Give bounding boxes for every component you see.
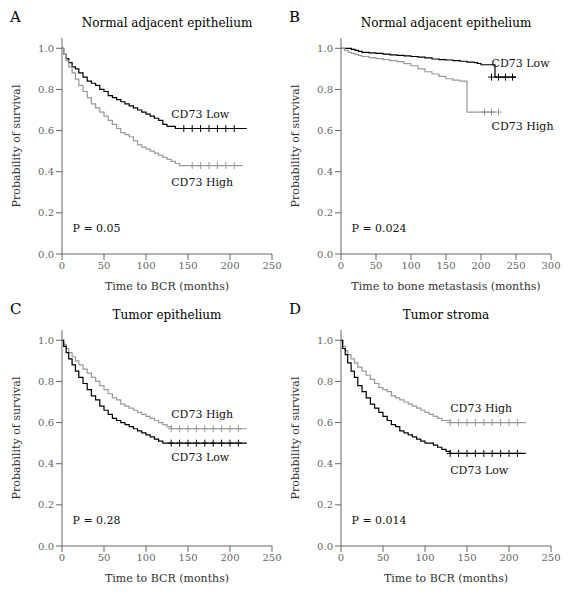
- svg-text:0.6: 0.6: [317, 125, 333, 136]
- svg-text:0: 0: [338, 552, 344, 563]
- svg-text:150: 150: [457, 552, 476, 563]
- svg-text:100: 100: [136, 552, 155, 563]
- svg-text:250: 250: [506, 260, 525, 271]
- svg-text:Time to BCR (months): Time to BCR (months): [105, 572, 229, 585]
- svg-text:Probability of survival: Probability of survival: [289, 84, 302, 207]
- html-text:Normal adjacent epithelium: Normal adjacent epithelium: [81, 16, 253, 30]
- svg-text:Probability of survival: Probability of survival: [289, 376, 302, 499]
- svg-text:CD73 Low: CD73 Low: [171, 108, 230, 121]
- svg-text:50: 50: [98, 260, 111, 271]
- svg-text:CD73 Low: CD73 Low: [171, 451, 230, 464]
- svg-text:200: 200: [499, 552, 518, 563]
- svg-text:CD73 High: CD73 High: [492, 120, 554, 133]
- svg-text:200: 200: [220, 260, 239, 271]
- svg-text:0.8: 0.8: [38, 84, 54, 95]
- svg-text:0.4: 0.4: [317, 458, 333, 469]
- svg-text:0.4: 0.4: [317, 166, 333, 177]
- svg-text:200: 200: [220, 552, 239, 563]
- html-text:A: A: [10, 8, 21, 26]
- svg-text:0.2: 0.2: [38, 499, 54, 510]
- svg-text:0.8: 0.8: [317, 84, 333, 95]
- svg-text:Probability of survival: Probability of survival: [10, 84, 23, 207]
- svg-text:150: 150: [436, 260, 455, 271]
- html-text:Tumor epithelium: Tumor epithelium: [112, 308, 222, 322]
- svg-text:150: 150: [178, 552, 197, 563]
- svg-text:150: 150: [178, 260, 197, 271]
- svg-text:0.4: 0.4: [38, 458, 54, 469]
- svg-text:200: 200: [471, 260, 490, 271]
- svg-text:250: 250: [541, 552, 560, 563]
- svg-text:0.0: 0.0: [317, 249, 333, 260]
- svg-text:1.0: 1.0: [317, 43, 333, 54]
- svg-text:CD73 High: CD73 High: [450, 402, 512, 415]
- svg-text:0.4: 0.4: [38, 166, 54, 177]
- svg-text:P = 0.024: P = 0.024: [352, 222, 407, 235]
- svg-text:P = 0.014: P = 0.014: [352, 514, 407, 527]
- svg-text:100: 100: [415, 552, 434, 563]
- svg-text:250: 250: [262, 552, 281, 563]
- svg-text:CD73 Low: CD73 Low: [492, 57, 551, 70]
- svg-text:0.8: 0.8: [38, 376, 54, 387]
- svg-text:Time to bone metastasis (month: Time to bone metastasis (months): [351, 280, 540, 293]
- svg-text:0: 0: [59, 552, 65, 563]
- svg-text:0.0: 0.0: [317, 541, 333, 552]
- html-text:C: C: [10, 300, 22, 318]
- svg-text:1.0: 1.0: [317, 335, 333, 346]
- svg-text:0.6: 0.6: [38, 125, 54, 136]
- svg-text:0.2: 0.2: [38, 207, 54, 218]
- svg-text:CD73 High: CD73 High: [171, 408, 233, 421]
- svg-text:100: 100: [401, 260, 420, 271]
- svg-text:50: 50: [377, 552, 390, 563]
- svg-text:0.0: 0.0: [38, 249, 54, 260]
- svg-text:Probability of survival: Probability of survival: [10, 376, 23, 499]
- svg-text:Time to BCR (months): Time to BCR (months): [105, 280, 229, 293]
- svg-text:0.0: 0.0: [38, 541, 54, 552]
- svg-text:250: 250: [262, 260, 281, 271]
- svg-text:100: 100: [136, 260, 155, 271]
- svg-text:1.0: 1.0: [38, 43, 54, 54]
- html-text:Normal adjacent epithelium: Normal adjacent epithelium: [360, 16, 532, 30]
- svg-text:0.2: 0.2: [317, 499, 333, 510]
- svg-text:CD73 High: CD73 High: [171, 176, 233, 189]
- svg-text:CD73 Low: CD73 Low: [450, 464, 509, 477]
- svg-text:0.6: 0.6: [317, 417, 333, 428]
- svg-text:P = 0.28: P = 0.28: [73, 514, 121, 527]
- svg-text:0: 0: [338, 260, 344, 271]
- svg-text:0: 0: [59, 260, 65, 271]
- html-text:B: B: [289, 8, 300, 26]
- svg-text:0.6: 0.6: [38, 417, 54, 428]
- svg-text:50: 50: [98, 552, 111, 563]
- svg-text:0.8: 0.8: [317, 376, 333, 387]
- svg-text:300: 300: [541, 260, 560, 271]
- svg-text:Time to BCR (months): Time to BCR (months): [384, 572, 508, 585]
- svg-text:0.2: 0.2: [317, 207, 333, 218]
- svg-text:1.0: 1.0: [38, 335, 54, 346]
- svg-text:50: 50: [370, 260, 383, 271]
- svg-text:P = 0.05: P = 0.05: [73, 222, 121, 235]
- html-text:D: D: [289, 300, 301, 318]
- html-text:Tumor stroma: Tumor stroma: [402, 308, 490, 322]
